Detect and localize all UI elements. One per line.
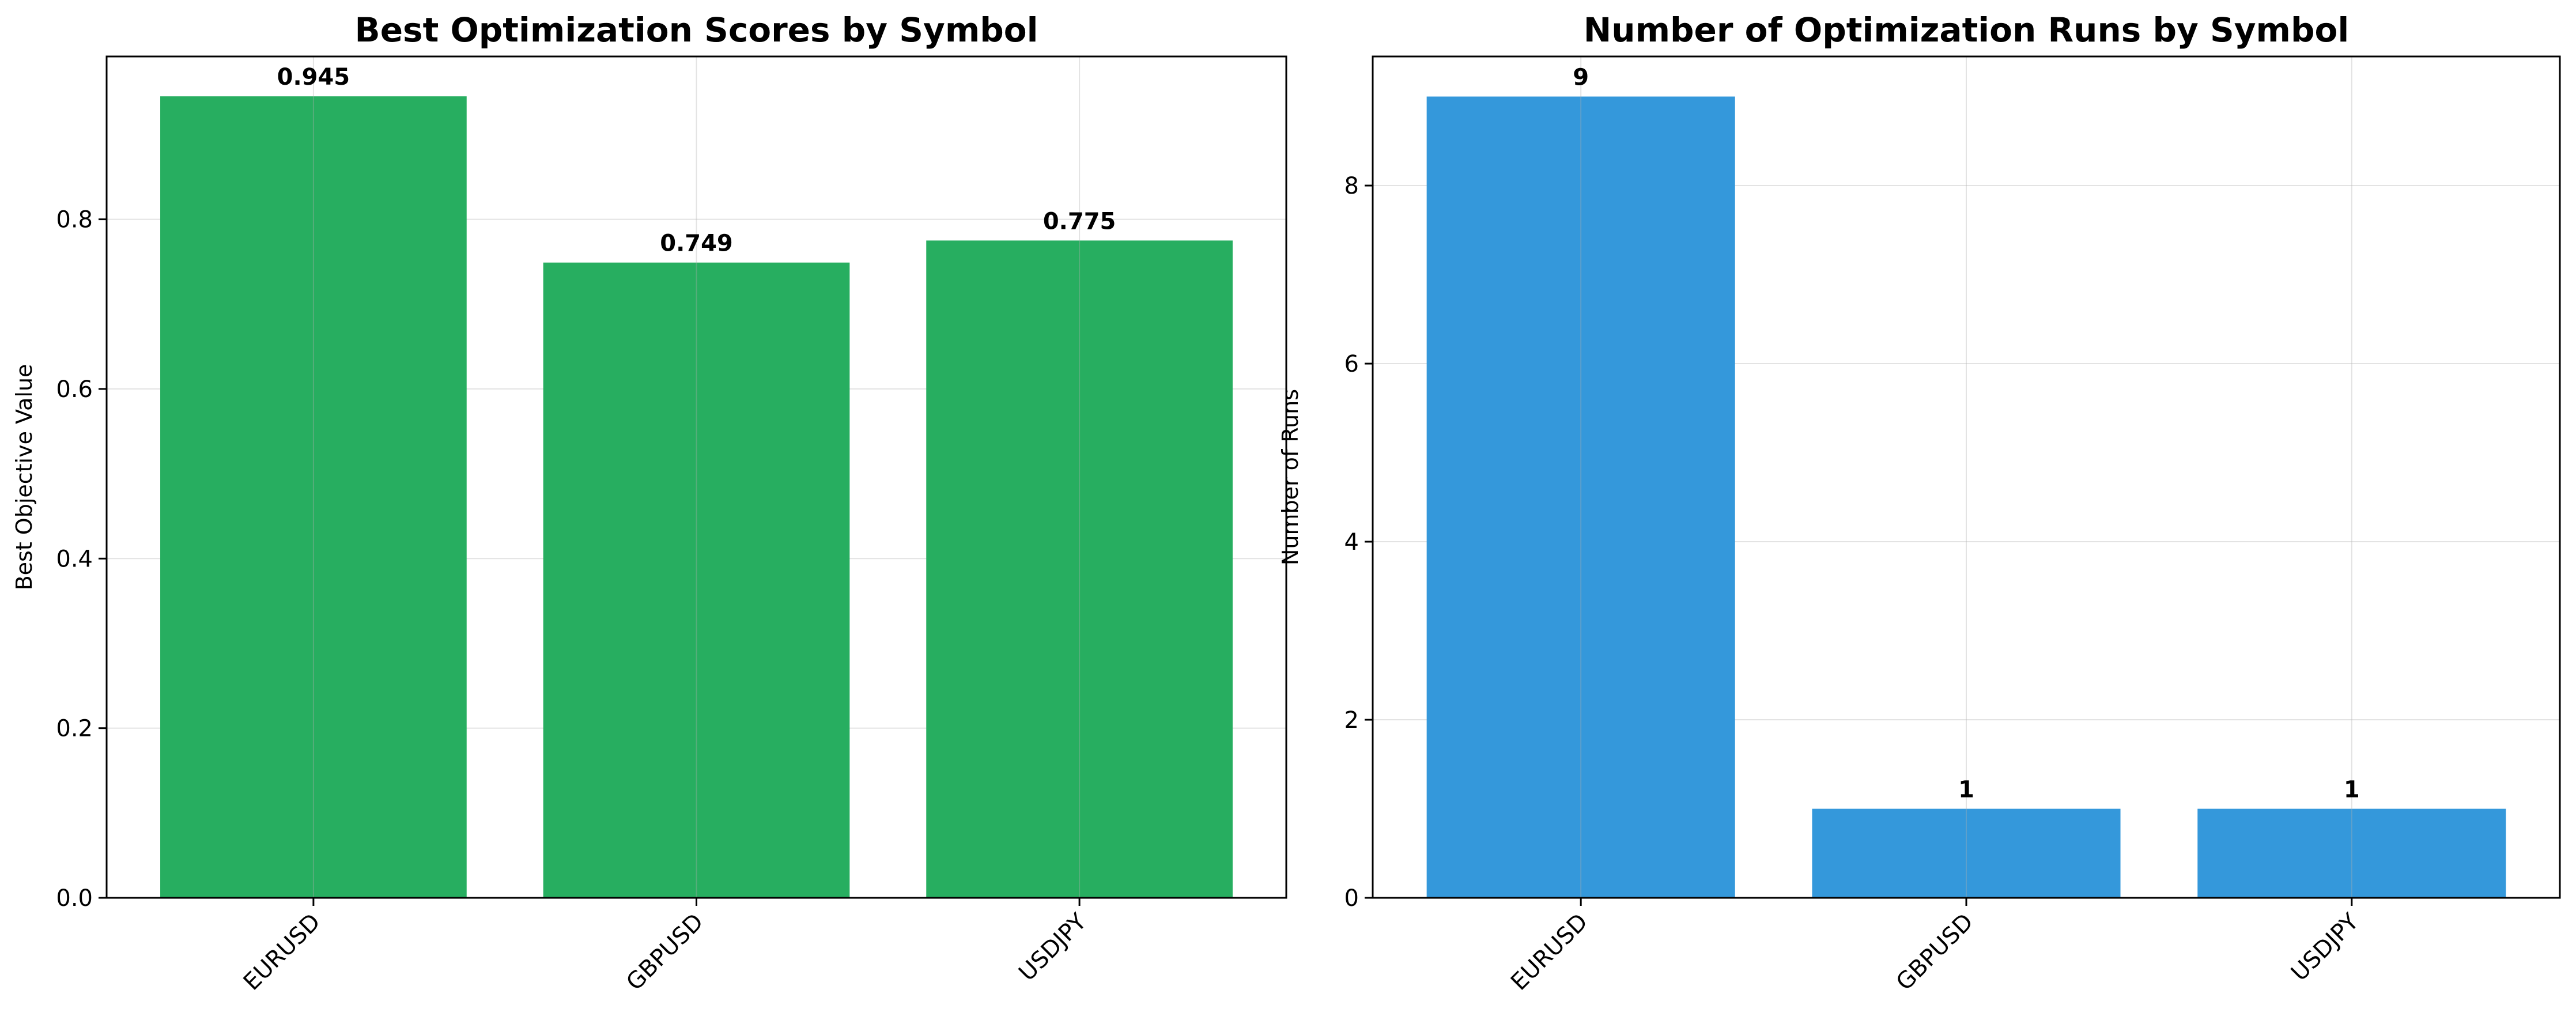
runs-chart-bar [2197,809,2506,898]
runs-chart-bar [1812,809,2121,898]
scores-chart-ytick-label: 0.2 [56,716,93,742]
scores-chart-bar [926,240,1233,898]
runs-chart-value-label: 9 [1573,65,1589,91]
scores-chart-bar [543,262,850,898]
runs-chart-bar [1426,96,1735,898]
scores-chart-ytick-label: 0.8 [56,207,93,233]
scores-chart-value-label: 0.749 [660,231,733,257]
scores-chart-title: Best Optimization Scores by Symbol [355,10,1038,50]
runs-chart-ylabel: Number of Runs [1278,389,1303,565]
scores-chart-value-label: 0.775 [1043,208,1116,235]
scores-chart-ytick-label: 0.4 [56,546,93,572]
runs-chart-ytick-label: 6 [1344,351,1359,377]
runs-chart-value-label: 1 [1958,777,1974,803]
scores-chart-ytick-label: 0.6 [56,376,93,403]
scores-chart-bar [160,96,467,898]
runs-chart-value-label: 1 [2344,777,2360,803]
runs-chart-ytick-label: 4 [1344,529,1359,556]
runs-chart-ytick-label: 2 [1344,707,1359,734]
scores-chart: Best Optimization Scores by Symbol Best … [12,10,1287,996]
scores-chart-ylabel: Best Objective Value [12,364,37,591]
runs-chart-ytick-label: 8 [1344,173,1359,199]
runs-chart-ytick-label: 0 [1344,885,1359,912]
scores-chart-ytick-label: 0.0 [56,885,93,912]
scores-chart-value-label: 0.945 [277,64,350,90]
runs-chart-title: Number of Optimization Runs by Symbol [1584,10,2350,50]
